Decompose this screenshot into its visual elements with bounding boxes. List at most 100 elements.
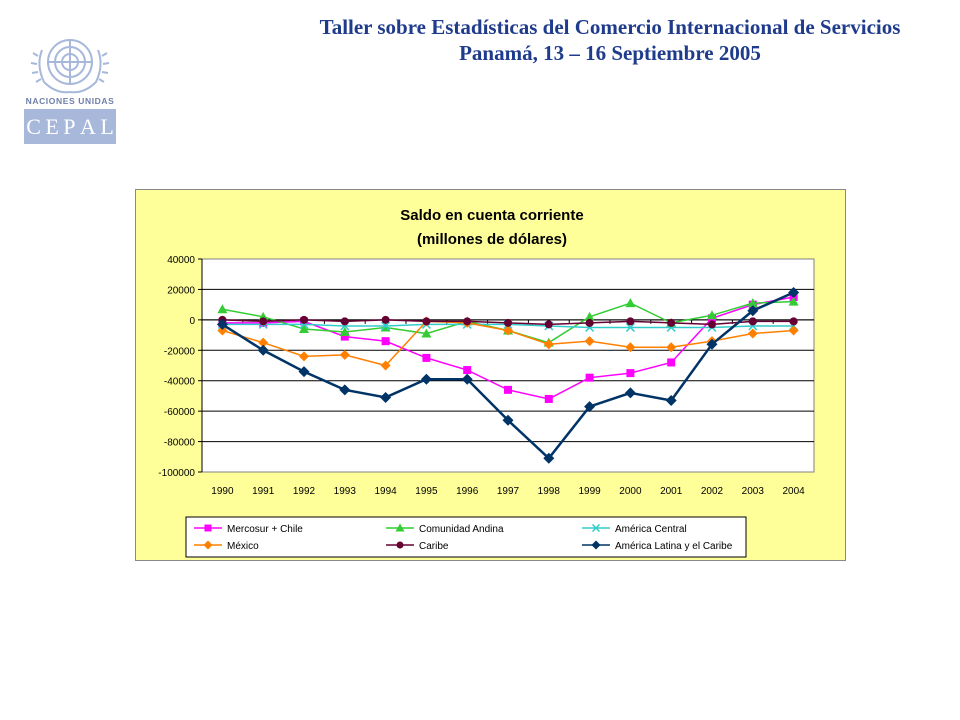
- data-point: [544, 394, 553, 403]
- data-point: [217, 325, 228, 336]
- data-point: [667, 318, 676, 327]
- x-tick-label: 1992: [293, 486, 316, 497]
- data-point: [624, 387, 636, 399]
- legend-swatch-marker: [591, 523, 601, 533]
- x-tick-label: 2003: [742, 486, 765, 497]
- y-tick-label: 0: [189, 316, 195, 327]
- x-tick-label: 1995: [415, 486, 438, 497]
- data-point: [748, 317, 757, 326]
- data-point: [339, 327, 350, 337]
- data-point: [381, 337, 390, 346]
- data-point: [380, 360, 391, 371]
- data-point: [299, 351, 309, 362]
- data-point: [299, 323, 309, 333]
- data-point: [707, 310, 717, 320]
- y-tick-label: 40000: [167, 255, 195, 266]
- data-point: [625, 342, 636, 353]
- data-point: [625, 322, 635, 332]
- un-emblem-logo: [30, 39, 110, 94]
- data-point: [504, 318, 512, 327]
- data-point: [585, 318, 594, 327]
- data-point: [788, 325, 799, 336]
- data-point: [706, 338, 718, 350]
- data-point: [422, 317, 431, 326]
- legend-label: Caribe: [419, 541, 449, 552]
- legend-swatch-marker: [395, 523, 405, 532]
- chart-subtitle: (millones de dólares): [417, 231, 567, 248]
- data-point: [381, 315, 390, 324]
- legend-label: América Central: [615, 524, 687, 535]
- cepal-letter: A: [79, 113, 96, 139]
- data-point: [667, 358, 676, 367]
- legend-box: [185, 516, 747, 558]
- legend-label: Comunidad Andina: [419, 524, 504, 535]
- data-point: [421, 328, 432, 338]
- data-point: [339, 384, 351, 396]
- data-point: [666, 342, 677, 353]
- legend-label: Mercosur + Chile: [227, 524, 303, 535]
- series-lines: [216, 286, 800, 464]
- data-point: [584, 336, 595, 347]
- data-point: [381, 321, 391, 331]
- x-tick-label: 2002: [701, 486, 724, 497]
- y-tick-label: -80000: [164, 438, 196, 449]
- data-point: [298, 366, 310, 378]
- cepal-logo: C E P A L: [24, 109, 116, 144]
- legend-swatch-marker: [204, 524, 212, 532]
- x-tick-label: 2001: [660, 486, 683, 497]
- data-point: [788, 296, 799, 306]
- x-tick-label: 1996: [456, 486, 479, 497]
- data-point: [380, 391, 392, 403]
- data-point: [625, 298, 636, 308]
- legend-label: América Latina y el Caribe: [615, 541, 733, 552]
- data-point: [257, 344, 269, 356]
- y-tick-label: -40000: [164, 377, 196, 388]
- header-line-2: Panamá, 13 – 16 Septiembre 2005: [459, 41, 761, 65]
- x-tick-label: 2000: [619, 486, 642, 497]
- x-tick-label: 2004: [782, 486, 805, 497]
- data-point: [422, 353, 431, 362]
- data-point: [504, 385, 512, 394]
- data-point: [747, 328, 758, 339]
- data-point: [543, 452, 555, 464]
- x-tick-label: 1994: [374, 486, 397, 497]
- data-point: [544, 320, 553, 329]
- data-point: [708, 320, 716, 329]
- data-point: [503, 325, 513, 336]
- data-point: [665, 394, 677, 406]
- chart-title: Saldo en cuenta corriente: [400, 207, 583, 224]
- data-point: [258, 337, 269, 348]
- cepal-letter: L: [100, 113, 114, 139]
- data-point: [747, 298, 758, 308]
- y-tick-label: 20000: [167, 285, 195, 296]
- y-tick-label: -20000: [164, 346, 196, 357]
- plot-area: [201, 258, 815, 473]
- x-tick-label: 1998: [538, 486, 561, 497]
- data-point: [420, 373, 432, 385]
- presentation-header: Taller sobre Estadísticas del Comercio I…: [250, 14, 960, 66]
- cepal-letter: P: [63, 113, 76, 139]
- y-tick-label: -60000: [164, 407, 196, 418]
- data-point: [584, 311, 595, 321]
- cepal-letter: E: [45, 113, 59, 139]
- y-tick-label: -100000: [158, 468, 195, 479]
- data-point: [300, 315, 308, 324]
- x-tick-label: 1993: [334, 486, 357, 497]
- data-point: [789, 317, 798, 326]
- un-wordmark: NACIONES UNIDAS: [25, 96, 115, 106]
- legend-label: México: [227, 541, 259, 552]
- legend-swatch-marker: [396, 541, 404, 549]
- data-point: [747, 305, 759, 317]
- cepal-letter: C: [26, 113, 41, 139]
- data-point: [461, 373, 473, 385]
- x-tick-label: 1997: [497, 486, 520, 497]
- data-point: [340, 332, 349, 341]
- chart-legend: Mercosur + Chile Comunidad Andina América …: [185, 516, 747, 558]
- data-point: [340, 317, 349, 326]
- x-tick-label: 1991: [252, 486, 275, 497]
- data-point: [626, 369, 635, 378]
- data-point: [502, 414, 514, 426]
- data-point: [339, 349, 350, 360]
- chart-container: Saldo en cuenta corriente (millones de d…: [135, 189, 846, 561]
- legend-swatch-marker: [203, 540, 213, 550]
